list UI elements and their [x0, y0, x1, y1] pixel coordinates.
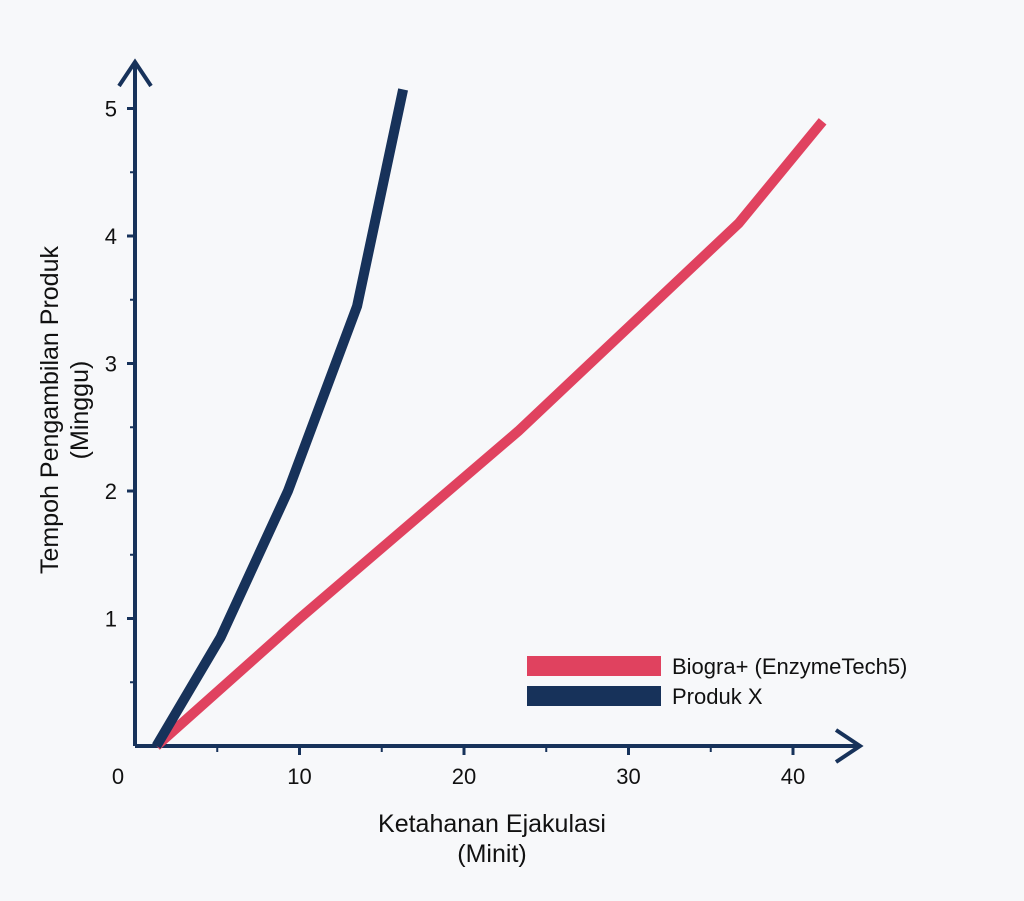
legend-swatch	[527, 656, 661, 676]
ticks: 1 2 3 4 5 0 10 20 30 40	[105, 97, 805, 790]
y-axis-title-line1: Tempoh Pengambilan Produk	[36, 246, 64, 574]
y-axis-arrow	[117, 58, 153, 88]
legend: Biogra+ (EnzymeTech5) Produk X	[527, 654, 907, 709]
y-axis-title: Tempoh Pengambilan Produk (Minggu)	[36, 246, 94, 574]
axes	[117, 58, 864, 764]
series-line-biogra	[153, 118, 827, 750]
series-line-produk-x	[152, 88, 408, 749]
legend-label: Produk X	[672, 684, 763, 709]
x-tick-label: 40	[781, 764, 805, 789]
y-tick-label: 2	[105, 479, 117, 504]
x-axis-arrow	[834, 728, 864, 764]
x-tick-label: 10	[287, 764, 311, 789]
y-tick-label: 5	[105, 97, 117, 122]
x-tick-label: 30	[616, 764, 640, 789]
x-tick-label: 0	[112, 764, 124, 789]
y-tick-label: 1	[105, 607, 117, 632]
x-tick-label: 20	[452, 764, 476, 789]
y-tick-label: 3	[105, 352, 117, 377]
legend-swatch	[527, 686, 661, 706]
x-axis-title-line2: (Minit)	[457, 840, 526, 868]
y-tick-label: 4	[105, 224, 117, 249]
legend-label: Biogra+ (EnzymeTech5)	[672, 654, 907, 679]
x-axis-title-line1: Ketahanan Ejakulasi	[378, 810, 606, 838]
series-layer	[152, 88, 827, 750]
y-axis-title-line2: (Minggu)	[66, 361, 94, 460]
